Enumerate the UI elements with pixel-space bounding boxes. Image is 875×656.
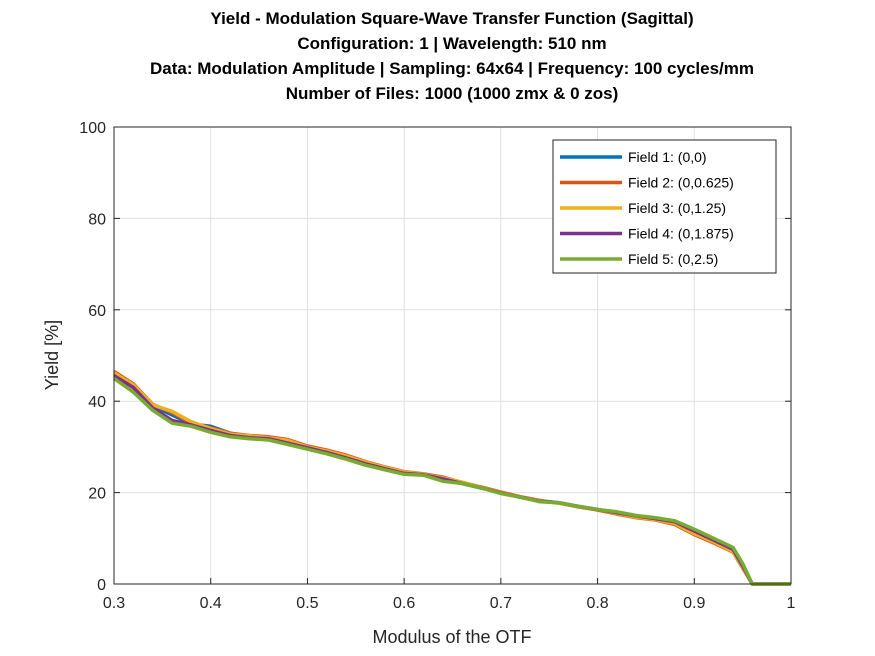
series-line-field-2 [113, 370, 791, 586]
x-tick-label: 0.3 [103, 595, 125, 612]
chart-title-line: Number of Files: 1000 (1000 zmx & 0 zos) [286, 84, 619, 103]
legend-label-field-1: Field 1: (0,0) [628, 149, 707, 165]
y-tick-label: 80 [88, 211, 106, 228]
series-line-field-3 [113, 371, 791, 586]
x-axis-label: Modulus of the OTF [372, 627, 531, 647]
legend-label-field-5: Field 5: (0,2.5) [628, 251, 718, 267]
legend-label-field-3: Field 3: (0,1.25) [628, 200, 726, 216]
x-tick-label: 0.5 [296, 595, 318, 612]
y-tick-label: 100 [79, 120, 106, 137]
y-tick-label: 20 [88, 486, 106, 503]
y-axis-label: Yield [%] [42, 320, 62, 390]
axes-box [113, 126, 792, 585]
x-tick-label: 0.8 [586, 595, 608, 612]
y-tick-label: 60 [88, 303, 106, 320]
legend-label-field-2: Field 2: (0,0.625) [628, 175, 734, 191]
x-tick-label: 0.7 [490, 595, 512, 612]
legend-label-field-4: Field 4: (0,1.875) [628, 226, 734, 242]
series-line-field-4 [113, 374, 791, 586]
y-tick-label: 40 [88, 394, 106, 411]
chart-title-line: Data: Modulation Amplitude | Sampling: 6… [150, 59, 754, 78]
y-tick-label: 0 [97, 577, 106, 594]
chart-title-line: Yield - Modulation Square-Wave Transfer … [210, 9, 693, 28]
x-tick-label: 1 [787, 595, 796, 612]
legend: Field 1: (0,0) Field 2: (0,0.625) Field 3:… [552, 139, 777, 274]
x-tick-label: 0.6 [393, 595, 415, 612]
series-line-field-5 [112, 376, 791, 586]
x-tick-label: 0.9 [683, 595, 705, 612]
chart-title-line: Configuration: 1 | Wavelength: 510 nm [297, 34, 606, 53]
x-tick-label: 0.4 [200, 595, 222, 612]
